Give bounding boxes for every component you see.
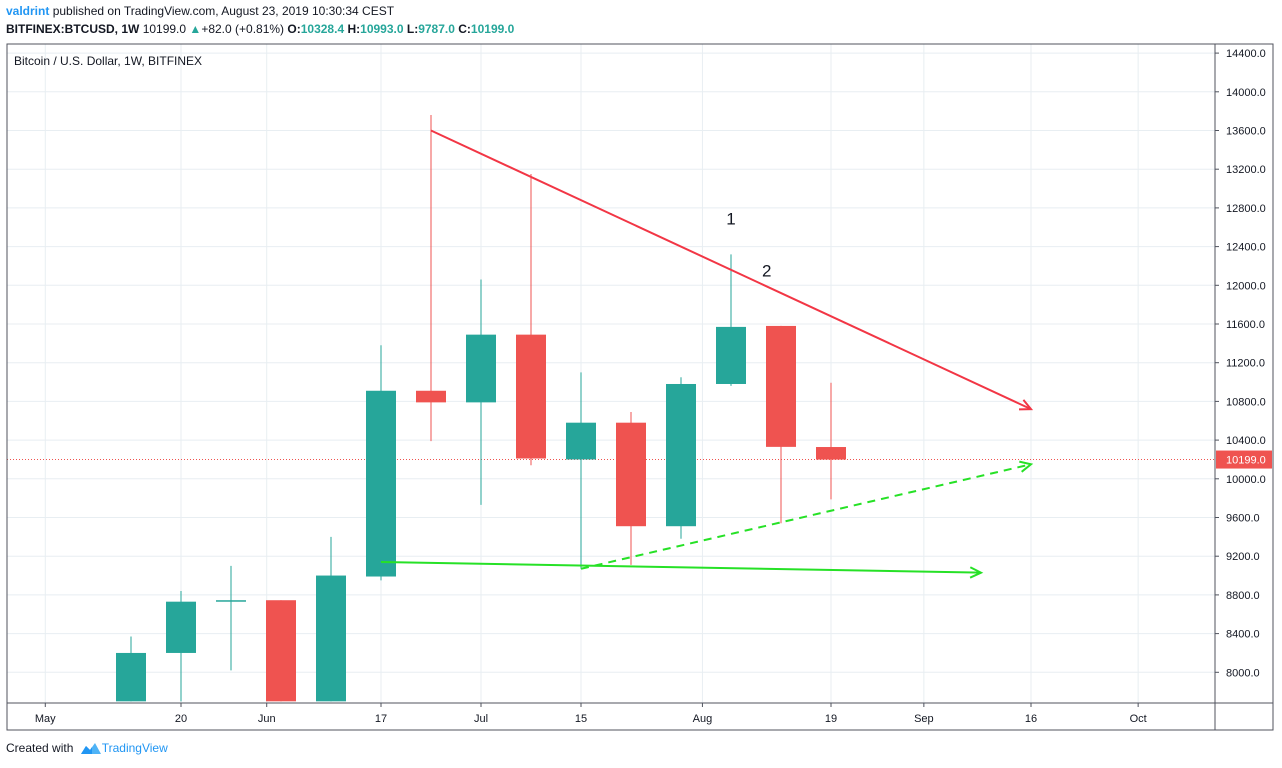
time-tick-label: May (35, 713, 56, 725)
candle (416, 115, 446, 442)
last-price-tag-text: 10199.0 (1226, 455, 1266, 467)
chart-frame (6, 43, 1274, 731)
candle-body (316, 575, 346, 702)
time-tick-label: 15 (575, 713, 587, 725)
chart-title: Bitcoin / U.S. Dollar, 1W, BITFINEX (14, 54, 202, 68)
chart-grid (7, 44, 1215, 703)
candle (266, 600, 296, 702)
trendlines (380, 129, 1034, 579)
last-price-tag-bg (1216, 450, 1272, 469)
symbol-line: BITFINEX:BTCUSD, 1W 10199.0 ▲+82.0 (+0.8… (6, 20, 514, 38)
candle-body (666, 383, 696, 527)
candle-body (416, 390, 446, 403)
candle-body (716, 326, 746, 384)
author-link[interactable]: valdrint (6, 4, 50, 18)
candle-body (366, 390, 396, 577)
arrowhead (969, 566, 984, 579)
candle-body (566, 422, 596, 460)
time-tick-label: 19 (825, 713, 837, 725)
ascending-support-line (580, 460, 1034, 570)
published-text: published on TradingView.com, August 23,… (52, 4, 395, 18)
candle (216, 565, 246, 671)
price-tick-label: 13200.0 (1226, 164, 1266, 176)
candle-body (816, 447, 846, 460)
price-tick-label: 9200.0 (1226, 551, 1260, 563)
trendline (430, 129, 1032, 411)
price-tick-label: 8400.0 (1226, 629, 1260, 641)
low-value: L:9787.0 (406, 22, 455, 36)
candle-body (116, 652, 146, 702)
time-tick-label: Jun (258, 713, 276, 725)
arrowhead (1019, 460, 1034, 473)
candle (116, 636, 146, 702)
price-tick-label: 10400.0 (1226, 435, 1266, 447)
price-tick-label: 9600.0 (1226, 513, 1260, 525)
price-tick-label: 12800.0 (1226, 203, 1266, 215)
candle (316, 536, 346, 702)
annotation-label: 1 (726, 209, 735, 228)
horizontal-support-line (380, 561, 984, 579)
price-tick-label: 11600.0 (1226, 319, 1265, 331)
price-axis[interactable]: 8000.0 8400.0 8800.0 9200.0 9600.0 10000.0 104… (1215, 48, 1266, 679)
trendline (580, 463, 1032, 570)
open-value: O:10328.4 (287, 22, 345, 36)
time-tick-label: 20 (175, 713, 187, 725)
time-tick-label: 17 (375, 713, 387, 725)
price-tick-label: 14400.0 (1226, 48, 1266, 60)
time-tick-label: Oct (1130, 713, 1147, 725)
candle-body (216, 600, 246, 602)
price-tick-label: 8000.0 (1226, 667, 1260, 679)
descending-resistance-line (430, 129, 1034, 411)
candle-body (616, 422, 646, 527)
plot-area[interactable] (7, 115, 1215, 702)
time-tick-label: Aug (693, 713, 713, 725)
candle (816, 382, 846, 500)
publish-line: valdrint published on TradingView.com, A… (6, 2, 514, 20)
time-tick-label: Sep (914, 713, 934, 725)
candle-body (166, 601, 196, 653)
created-with-text: Created with (6, 741, 74, 755)
price-tick-label: 10000.0 (1226, 474, 1266, 486)
candle-body (266, 600, 296, 702)
time-tick-label: Jul (474, 713, 488, 725)
candle-body (516, 334, 546, 459)
candle (466, 279, 496, 505)
candle-body (766, 325, 796, 447)
last-price: 10199.0 (142, 22, 187, 36)
up-triangle-icon: ▲ (189, 22, 202, 36)
candles (116, 115, 846, 702)
time-axis[interactable]: May 20 Jun 17 Jul 15 Aug 19 Sep 16 Oct (35, 703, 1147, 725)
price-tick-label: 11200.0 (1226, 358, 1265, 370)
arrowhead (1018, 399, 1034, 411)
price-change: +82.0 (+0.81%) (201, 22, 285, 36)
candle (516, 174, 546, 466)
tradingview-brand[interactable]: TradingView (101, 741, 168, 755)
candle (616, 412, 646, 565)
candle (766, 325, 796, 524)
price-tick-label: 14000.0 (1226, 87, 1266, 99)
candle (366, 345, 396, 581)
annotation-label: 2 (762, 262, 771, 281)
chart-header: valdrint published on TradingView.com, A… (6, 2, 514, 38)
close-value: C:10199.0 (458, 22, 515, 36)
trendline (380, 561, 982, 574)
candle (716, 254, 746, 386)
candle (666, 377, 696, 539)
high-value: H:10993.0 (347, 22, 404, 36)
tradingview-logo-icon (80, 743, 101, 754)
footer: Created with TradingView (6, 741, 168, 755)
annotation-labels: 12 (726, 209, 771, 280)
price-tick-label: 12400.0 (1226, 242, 1266, 254)
last-price-tag: 10199.0 (1216, 450, 1272, 469)
candle (566, 372, 596, 569)
price-tick-label: 10800.0 (1226, 396, 1266, 408)
symbol-label: BITFINEX:BTCUSD, 1W (6, 22, 140, 36)
candle-body (466, 334, 496, 403)
candle (166, 591, 196, 702)
price-tick-label: 8800.0 (1226, 590, 1260, 602)
time-tick-label: 16 (1025, 713, 1037, 725)
price-tick-label: 12000.0 (1226, 280, 1266, 292)
price-tick-label: 13600.0 (1226, 126, 1266, 138)
